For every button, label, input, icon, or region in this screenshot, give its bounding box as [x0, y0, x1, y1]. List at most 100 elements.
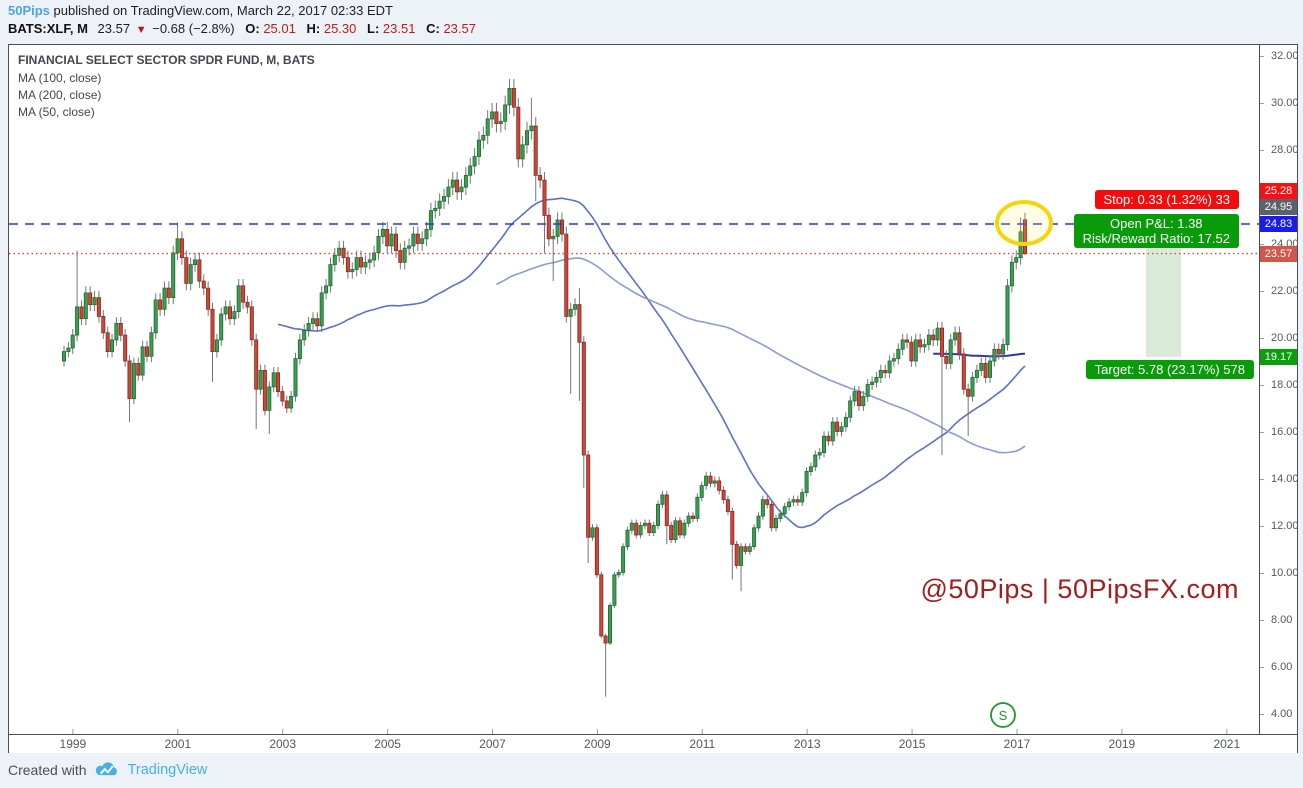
candle-up	[992, 348, 997, 362]
candle-up	[367, 259, 372, 263]
candle-down	[795, 499, 800, 503]
price-axis-label: 30.00	[1271, 96, 1299, 109]
candle-down	[905, 339, 910, 343]
candle-up	[817, 452, 822, 456]
author-link[interactable]: 50Pips	[8, 3, 50, 18]
candle-up	[446, 186, 451, 197]
candle-up	[472, 156, 477, 167]
open-pnl-line: Open P&L: 1.38	[1110, 216, 1203, 231]
candle-up	[695, 496, 700, 519]
candle-up	[192, 259, 197, 265]
legend-ma200[interactable]: MA (200, close)	[18, 88, 102, 102]
candle-up	[568, 308, 573, 317]
candle-down	[765, 499, 770, 505]
target-callout[interactable]: Target: 5.78 (23.17%) 578	[1085, 360, 1254, 379]
price-axis-label: 16.00	[1271, 425, 1299, 438]
candle-up	[188, 264, 193, 284]
candle-down	[647, 522, 652, 534]
candle-down	[249, 306, 254, 341]
low-label: L:	[367, 21, 380, 36]
candle-up	[590, 527, 595, 538]
candle-up	[258, 369, 263, 390]
candle-up	[380, 228, 385, 237]
price-tick	[1260, 384, 1264, 386]
candle-down	[284, 400, 289, 409]
candle-up	[450, 179, 455, 188]
candle-down	[96, 297, 101, 317]
candle-down	[206, 287, 211, 310]
open-pnl-callout[interactable]: Open P&L: 1.38 Risk/Reward Ratio: 17.52	[1073, 214, 1239, 248]
candle-up	[223, 306, 228, 315]
candle-up	[979, 362, 984, 371]
candle-up	[621, 546, 626, 573]
candle-up	[66, 347, 71, 353]
candle-up	[861, 395, 866, 407]
candle-down	[123, 334, 128, 362]
open-value: 25.01	[263, 21, 296, 36]
candle-up	[62, 351, 67, 362]
candle-up	[140, 346, 145, 376]
candle-up	[171, 252, 176, 298]
candle-up	[459, 186, 464, 193]
candle-down	[210, 308, 215, 352]
candle-down	[909, 341, 914, 362]
candle-up	[778, 513, 783, 519]
candle-up	[1014, 257, 1019, 263]
candle-down	[184, 257, 189, 284]
time-axis-label: 2017	[1003, 737, 1031, 751]
candle-down	[101, 315, 106, 334]
candle-up	[712, 480, 717, 484]
candle-up	[324, 285, 329, 294]
candle-up	[642, 522, 647, 526]
candle-down	[564, 233, 569, 317]
price-axis-label: 32.00	[1271, 49, 1299, 62]
low-value: 23.51	[382, 21, 416, 36]
candle-up	[463, 174, 468, 188]
candle-down	[179, 238, 184, 259]
time-axis-label: 2015	[898, 737, 926, 751]
candle-up	[310, 318, 315, 324]
legend-ma100[interactable]: MA (100, close)	[18, 71, 102, 85]
price-axis-label: 14.00	[1271, 472, 1299, 485]
tradingview-link[interactable]: TradingView	[127, 761, 208, 778]
candle-up	[1005, 285, 1010, 346]
candle-up	[551, 235, 556, 240]
stop-callout[interactable]: Stop: 0.33 (1.32%) 33	[1094, 190, 1239, 209]
candle-up	[70, 334, 75, 349]
ma100-line	[496, 257, 1026, 454]
candle-up	[808, 466, 813, 472]
split-event-marker[interactable]	[990, 702, 1016, 728]
candle-down	[966, 388, 971, 397]
legend-ma50[interactable]: MA (50, close)	[18, 105, 95, 119]
symbol-status-row: BATS:XLF, M 23.57 ▼ −0.68 (−2.8%) O: 25.…	[8, 20, 1298, 39]
candle-down	[577, 304, 582, 343]
candle-down	[280, 391, 285, 402]
candle-up	[328, 264, 333, 287]
price-tick	[1260, 243, 1264, 245]
candle-up	[616, 572, 621, 576]
candle-down	[118, 322, 123, 336]
candle-up	[699, 485, 704, 498]
price-tick	[1260, 290, 1264, 292]
time-axis-label: 2009	[584, 737, 611, 751]
candle-up	[800, 492, 805, 503]
candle-down	[79, 306, 84, 320]
candle-up	[739, 546, 744, 566]
candle-up	[843, 416, 848, 428]
time-axis-label: 1999	[59, 737, 87, 751]
candle-up	[267, 386, 272, 411]
candle-up	[848, 400, 853, 418]
candle-up	[935, 327, 940, 341]
price-tick	[1260, 572, 1264, 574]
candle-up	[468, 165, 473, 176]
price-tag-19.17: 19.17	[1260, 349, 1297, 365]
candle-down	[708, 475, 713, 484]
close-value: 23.57	[443, 21, 476, 36]
candle-up	[555, 219, 560, 237]
candle-down	[996, 348, 1001, 355]
candle-up	[896, 348, 901, 360]
candle-down	[883, 369, 888, 374]
chart-canvas[interactable]: S	[9, 45, 1259, 734]
candle-up	[612, 574, 617, 606]
highlight-ellipse[interactable]	[995, 200, 1053, 246]
